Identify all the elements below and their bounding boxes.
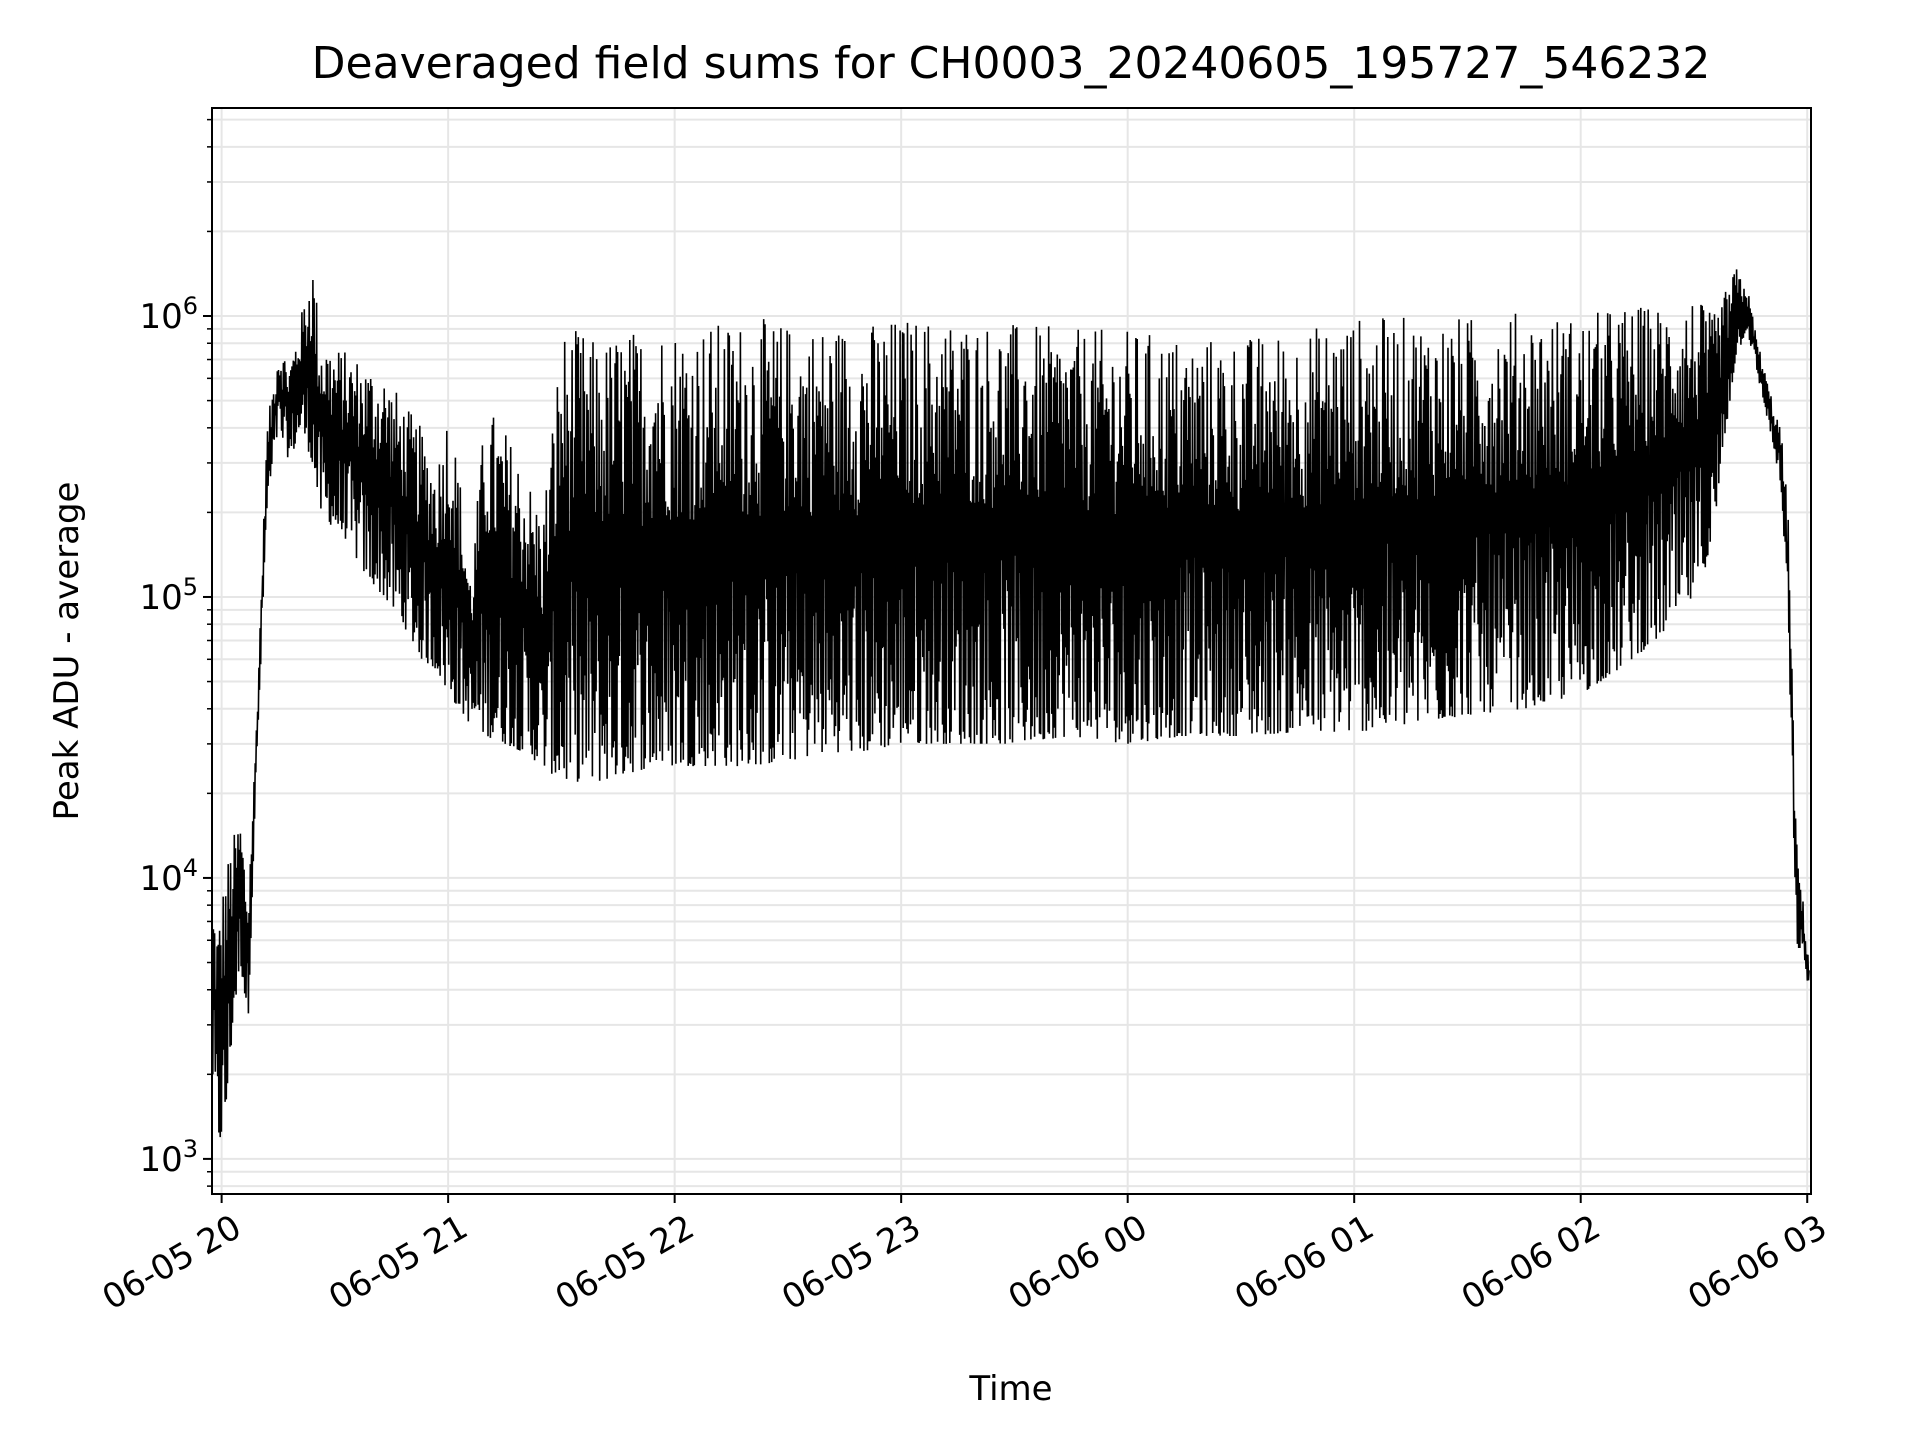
y-tick-label: 105 (139, 573, 198, 618)
y-axis-label: Peak ADU - average (47, 482, 87, 821)
y-tick-label: 106 (139, 292, 198, 337)
chart-title: Deaveraged field sums for CH0003_2024060… (312, 38, 1711, 89)
y-axis: 103 104 105 106 (139, 118, 212, 1187)
x-axis-label: Time (968, 1369, 1052, 1409)
plot-area (211, 269, 1810, 1138)
plot-frame (211, 107, 1812, 1195)
y-tick-label: 104 (139, 854, 198, 899)
series-line (211, 269, 1810, 1138)
y-tick-label: 103 (139, 1135, 198, 1180)
